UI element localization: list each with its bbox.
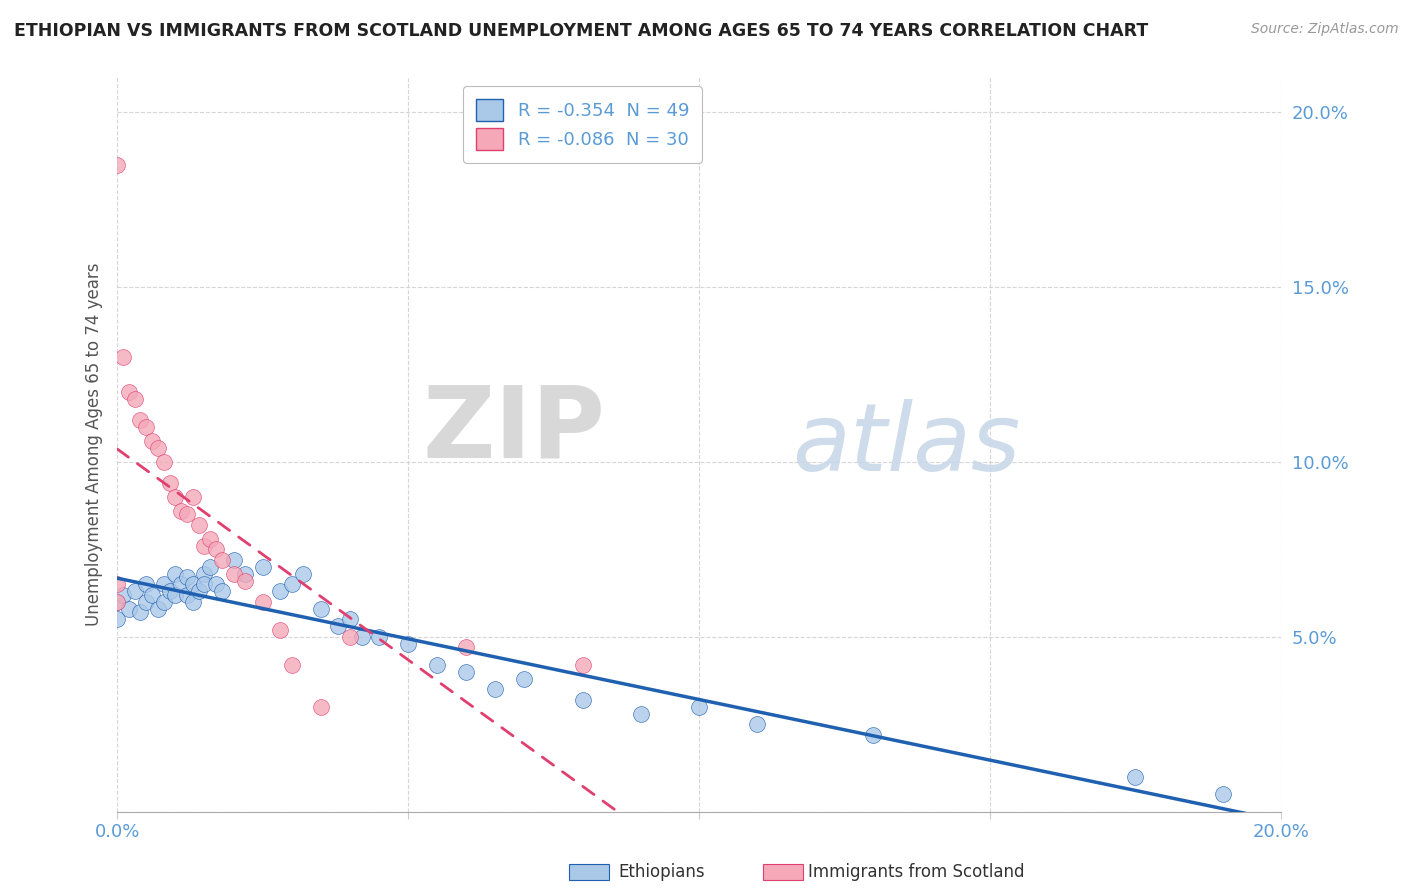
Point [187,517,209,532]
Point [152,595,174,609]
Point [165,490,187,504]
Point [396,637,419,651]
Point [146,441,169,455]
Y-axis label: Unemployment Among Ages 65 to 74 years: Unemployment Among Ages 65 to 74 years [86,263,103,626]
Point [170,504,193,518]
Point [159,584,181,599]
Point [211,584,233,599]
Point [170,577,193,591]
Point [105,595,128,609]
Point [135,595,157,609]
Point [205,542,228,557]
Text: Immigrants from Scotland: Immigrants from Scotland [808,863,1025,881]
Point [269,584,291,599]
Point [368,630,391,644]
Text: atlas: atlas [792,399,1021,490]
Point [135,577,157,591]
Point [339,612,361,626]
Point [571,692,593,706]
Point [571,657,593,672]
Point [1212,787,1234,801]
Point [105,612,128,626]
Point [105,577,128,591]
Point [233,574,256,588]
Point [456,640,478,655]
Point [187,584,209,599]
Point [118,601,141,615]
Point [181,490,204,504]
Point [152,455,174,469]
Point [252,559,274,574]
Point [222,553,245,567]
Point [146,601,169,615]
Point [309,601,332,615]
Point [176,570,198,584]
Point [309,699,332,714]
Point [181,595,204,609]
Point [141,588,163,602]
Point [350,630,373,644]
Point [269,623,291,637]
Point [193,539,215,553]
Point [1123,770,1146,784]
Point [176,588,198,602]
Point [200,559,222,574]
Point [118,385,141,400]
Legend: R = -0.354  N = 49, R = -0.086  N = 30: R = -0.354 N = 49, R = -0.086 N = 30 [464,87,702,163]
Point [280,657,302,672]
Point [745,717,768,731]
Point [252,595,274,609]
Point [233,566,256,581]
Point [862,728,884,742]
Point [292,566,315,581]
Point [688,699,710,714]
Point [456,665,478,679]
Text: Source: ZipAtlas.com: Source: ZipAtlas.com [1251,22,1399,37]
Point [200,532,222,546]
Point [159,475,181,490]
Point [339,630,361,644]
Point [205,577,228,591]
Point [630,706,652,721]
Point [193,566,215,581]
Point [124,584,146,599]
Point [484,682,506,697]
Point [176,508,198,522]
Point [426,657,449,672]
Point [181,577,204,591]
Point [141,434,163,448]
Point [165,588,187,602]
Point [135,420,157,434]
Text: ZIP: ZIP [423,381,606,478]
Point [211,553,233,567]
Point [513,672,536,686]
Point [129,413,152,427]
Text: Ethiopians: Ethiopians [619,863,706,881]
Point [328,619,350,633]
Point [111,588,134,602]
Point [105,158,128,172]
Point [111,350,134,364]
Point [280,577,302,591]
Point [129,605,152,619]
Point [105,595,128,609]
Point [152,577,174,591]
Point [222,566,245,581]
Point [124,392,146,406]
Point [165,566,187,581]
Text: ETHIOPIAN VS IMMIGRANTS FROM SCOTLAND UNEMPLOYMENT AMONG AGES 65 TO 74 YEARS COR: ETHIOPIAN VS IMMIGRANTS FROM SCOTLAND UN… [14,22,1149,40]
Point [193,577,215,591]
